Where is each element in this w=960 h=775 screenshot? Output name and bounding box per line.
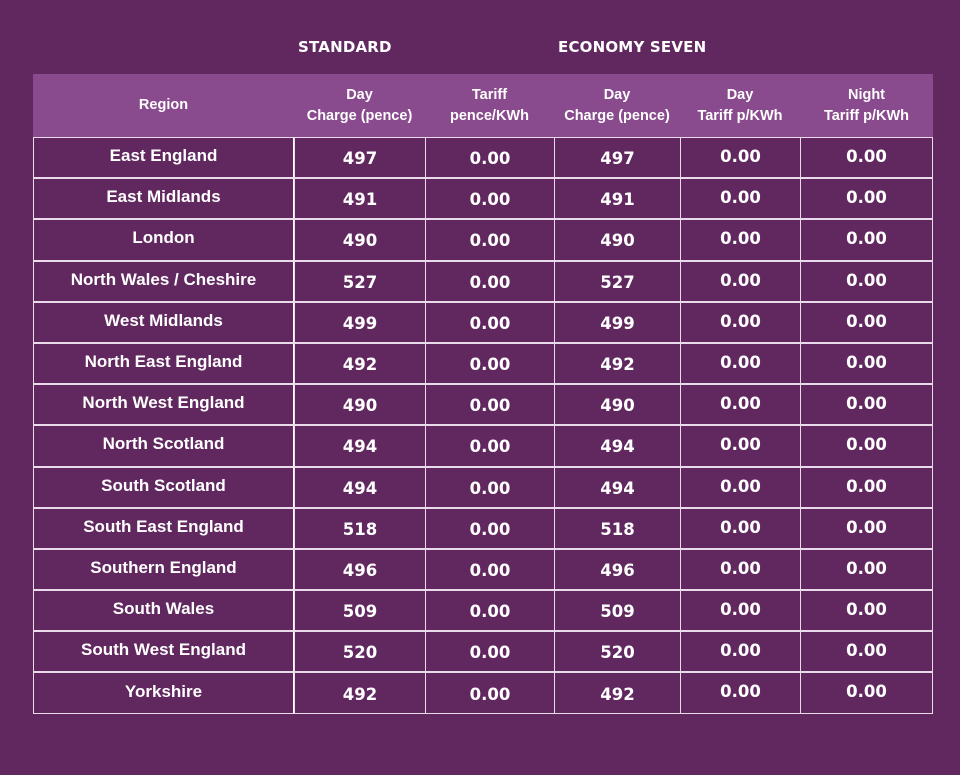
header-region: Region: [138, 97, 189, 113]
standard-tariff: 0.00: [425, 384, 555, 426]
e7-night-tariff: 0.00: [800, 425, 933, 467]
e7-night-tariff: 0.00: [800, 466, 933, 508]
standard-tariff: 0.00: [425, 631, 555, 673]
e7-day-charge: 520: [554, 631, 681, 673]
standard-tariff: 0.00: [425, 137, 555, 179]
standard-tariff: 0.00: [425, 178, 555, 220]
standard-day-charge: 496: [294, 548, 426, 591]
region-cell: East England: [33, 137, 295, 179]
standard-day-charge: 497: [294, 137, 426, 179]
standard-tariff: 0.00: [425, 301, 555, 343]
region-cell: East Midlands: [33, 178, 295, 220]
standard-day-charge: 499: [294, 301, 426, 343]
header-e7-day-tariff: Day Tariff p/KWh: [697, 86, 783, 124]
region-cell: Yorkshire: [33, 672, 295, 714]
e7-day-tariff: 0.00: [680, 384, 801, 426]
e7-day-tariff: 0.00: [680, 548, 801, 591]
e7-day-charge: 497: [554, 137, 681, 179]
region-cell: South West England: [33, 631, 295, 673]
standard-tariff: 0.00: [425, 260, 555, 302]
standard-group-label: STANDARD: [298, 38, 392, 56]
e7-day-tariff: 0.00: [680, 178, 801, 220]
region-cell: Southern England: [33, 548, 295, 591]
standard-tariff: 0.00: [425, 342, 555, 385]
standard-day-charge: 490: [294, 384, 426, 426]
e7-day-tariff: 0.00: [680, 672, 801, 714]
standard-tariff: 0.00: [425, 548, 555, 591]
header-e7-night-tariff: Night Tariff p/KWh: [823, 86, 910, 124]
region-cell: South Wales: [33, 590, 295, 632]
e7-day-tariff: 0.00: [680, 137, 801, 179]
economy-seven-group-label: ECONOMY SEVEN: [558, 38, 707, 56]
standard-tariff: 0.00: [425, 466, 555, 508]
e7-day-charge: 518: [554, 507, 681, 549]
region-cell: South East England: [33, 507, 295, 549]
e7-day-tariff: 0.00: [680, 301, 801, 343]
e7-night-tariff: 0.00: [800, 507, 933, 549]
region-cell: North Scotland: [33, 425, 295, 467]
e7-night-tariff: 0.00: [800, 384, 933, 426]
standard-day-charge: 492: [294, 342, 426, 385]
e7-day-charge: 492: [554, 342, 681, 385]
e7-night-tariff: 0.00: [800, 219, 933, 261]
e7-day-tariff: 0.00: [680, 219, 801, 261]
e7-night-tariff: 0.00: [800, 672, 933, 714]
standard-day-charge: 494: [294, 466, 426, 508]
standard-tariff: 0.00: [425, 507, 555, 549]
e7-day-tariff: 0.00: [680, 425, 801, 467]
e7-day-tariff: 0.00: [680, 260, 801, 302]
standard-day-charge: 520: [294, 631, 426, 673]
e7-night-tariff: 0.00: [800, 342, 933, 385]
standard-day-charge: 492: [294, 672, 426, 714]
e7-day-charge: 494: [554, 466, 681, 508]
region-cell: London: [33, 219, 295, 261]
e7-night-tariff: 0.00: [800, 260, 933, 302]
standard-day-charge: 527: [294, 260, 426, 302]
e7-night-tariff: 0.00: [800, 548, 933, 591]
e7-day-tariff: 0.00: [680, 342, 801, 385]
standard-tariff: 0.00: [425, 425, 555, 467]
table-header: Region Day Charge (pence) Tariff pence/K…: [33, 74, 933, 137]
region-cell: North West England: [33, 384, 295, 426]
standard-day-charge: 491: [294, 178, 426, 220]
e7-day-charge: 496: [554, 548, 681, 591]
standard-day-charge: 509: [294, 590, 426, 632]
standard-tariff: 0.00: [425, 672, 555, 714]
standard-tariff: 0.00: [425, 219, 555, 261]
e7-day-tariff: 0.00: [680, 590, 801, 632]
e7-night-tariff: 0.00: [800, 137, 933, 179]
region-cell: North Wales / Cheshire: [33, 260, 295, 302]
e7-night-tariff: 0.00: [800, 590, 933, 632]
header-e7-day-charge: Day Charge (pence): [564, 86, 670, 124]
header-standard-tariff: Tariff pence/KWh: [450, 86, 529, 124]
e7-night-tariff: 0.00: [800, 631, 933, 673]
standard-day-charge: 490: [294, 219, 426, 261]
e7-day-charge: 499: [554, 301, 681, 343]
e7-day-charge: 490: [554, 384, 681, 426]
e7-day-charge: 494: [554, 425, 681, 467]
region-cell: North East England: [33, 342, 295, 385]
e7-day-charge: 509: [554, 590, 681, 632]
e7-day-charge: 527: [554, 260, 681, 302]
standard-day-charge: 494: [294, 425, 426, 467]
standard-day-charge: 518: [294, 507, 426, 549]
region-cell: West Midlands: [33, 301, 295, 343]
e7-day-tariff: 0.00: [680, 466, 801, 508]
header-standard-day-charge: Day Charge (pence): [306, 86, 413, 124]
e7-day-charge: 492: [554, 672, 681, 714]
e7-day-charge: 491: [554, 178, 681, 220]
standard-tariff: 0.00: [425, 590, 555, 632]
e7-day-tariff: 0.00: [680, 507, 801, 549]
e7-day-tariff: 0.00: [680, 631, 801, 673]
e7-day-charge: 490: [554, 219, 681, 261]
region-cell: South Scotland: [33, 466, 295, 508]
e7-night-tariff: 0.00: [800, 178, 933, 220]
e7-night-tariff: 0.00: [800, 301, 933, 343]
